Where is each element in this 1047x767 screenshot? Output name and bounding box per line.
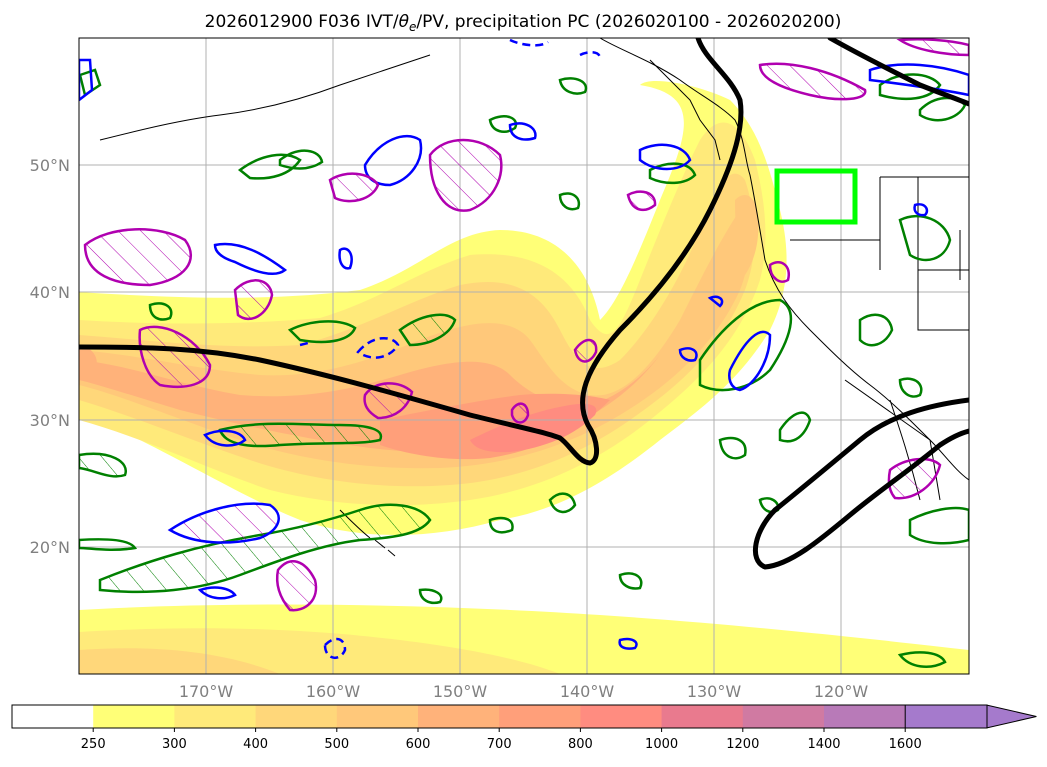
- lat-labels: 20°N 30°N 40°N 50°N: [30, 156, 70, 557]
- colorbar-tick-label: 400: [243, 737, 268, 752]
- colorbar-swatch: [255, 705, 338, 728]
- colorbar-tick-label: 1000: [645, 737, 678, 752]
- pv-contours: [83, 38, 969, 612]
- colorbar-swatch: [661, 705, 744, 728]
- lat-label: 20°N: [30, 538, 70, 557]
- colorbar-tick-label: 1400: [807, 737, 840, 752]
- lat-label: 30°N: [30, 411, 70, 430]
- map-panel: [79, 38, 969, 674]
- map-title: 2026012900 F036 IVT/θe/PV, precipitation…: [205, 12, 842, 34]
- lon-label: 120°W: [814, 682, 869, 701]
- colorbar-swatch: [499, 705, 581, 728]
- colorbar-tick-label: 500: [324, 737, 349, 752]
- precip-pc-positive-contours: [79, 68, 969, 668]
- lon-labels: 170°W 160°W 150°W 140°W 130°W 120°W: [179, 682, 869, 701]
- precip-pc-negative-contours: [79, 38, 969, 659]
- lat-label: 40°N: [30, 283, 70, 302]
- colorbar-swatch: [12, 705, 94, 728]
- colorbar-tick-label: 600: [406, 737, 431, 752]
- colorbar-tick-label: 700: [487, 737, 512, 752]
- colorbar: 250 300 400 500 600 700 800 1000 1200 1400 1600: [11, 704, 1037, 752]
- lon-label: 170°W: [179, 682, 234, 701]
- colorbar-swatch: [824, 705, 906, 728]
- colorbar-tick-label: 250: [81, 737, 106, 752]
- theta-e-contours: [79, 38, 969, 570]
- colorbar-tick-label: 1600: [889, 737, 922, 752]
- colorbar-tick-label: 800: [568, 737, 593, 752]
- colorbar-swatch: [336, 705, 419, 728]
- colorbar-swatch: [418, 705, 500, 728]
- lon-label: 160°W: [306, 682, 361, 701]
- colorbar-swatch: [174, 705, 257, 728]
- highlight-box: [774, 168, 858, 225]
- colorbar-swatch: [93, 705, 175, 728]
- colorbar-extend-arrow: [904, 704, 1037, 729]
- map-frame: [78, 37, 970, 675]
- lon-label: 130°W: [687, 682, 742, 701]
- colorbar-swatch: [580, 705, 663, 728]
- colorbar-tick-label: 300: [162, 737, 187, 752]
- colorbar-swatch: [742, 705, 825, 728]
- lon-label: 150°W: [433, 682, 488, 701]
- lat-label: 50°N: [30, 156, 70, 175]
- colorbar-tick-label: 1200: [726, 737, 759, 752]
- lon-label: 140°W: [560, 682, 615, 701]
